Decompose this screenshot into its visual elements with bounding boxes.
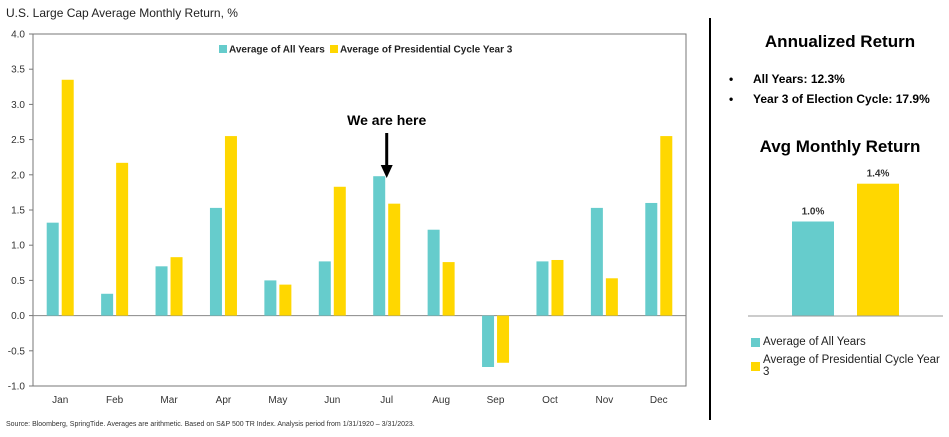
annualized-stats: All Years: 12.3% Year 3 of Election Cycl… [727,69,930,109]
bar-all-years-may [264,280,277,316]
annotation-arrow-shaft [385,133,389,166]
mini-legend-label-year3: Average of Presidential Cycle Year 3 [762,354,940,378]
y-tick-label: 2.5 [11,135,25,146]
source-note: Source: Bloomberg, SpringTide. Averages … [6,421,415,428]
annotation-we-are-here: We are here [347,112,426,128]
bar-cycle-year3-may [279,284,292,316]
bar-cycle-year3-sep [497,315,510,363]
mini-bar-label-cycle-year3: 1.4% [867,169,890,180]
panel-divider [709,18,711,420]
x-tick-label: Aug [432,395,450,406]
x-tick-label: Jan [52,395,68,406]
bar-all-years-mar [155,266,168,316]
bar-all-years-jul [373,176,386,316]
legend-label-all-years: Average of All Years [229,45,325,56]
bar-all-years-dec [645,202,658,316]
y-tick-label: 1.5 [11,206,25,217]
bar-all-years-jun [318,261,331,316]
y-tick-label: 0.5 [11,276,25,287]
x-tick-label: Sep [487,395,505,406]
legend-swatch-cycle-year3 [330,45,338,53]
y-tick-label: 4.0 [11,30,25,41]
legend-label-cycle-year3: Average of Presidential Cycle Year 3 [340,45,513,56]
y-tick-label: 1.0 [11,241,25,252]
y-tick-label: 3.5 [11,65,25,76]
stat-all-years: All Years: 12.3% [727,69,930,89]
x-tick-label: Jul [380,395,393,406]
bar-cycle-year3-oct [551,259,564,316]
mini-bar-all-years [792,221,834,316]
x-tick-label: Jun [324,395,340,406]
stat-year3: Year 3 of Election Cycle: 17.9% [727,89,930,109]
mini-legend-year3: Average of Presidential Cycle Year 3 [751,354,949,378]
mini-legend-label-all-years: Average of All Years [763,336,866,348]
bar-cycle-year3-feb [116,162,129,316]
bar-cycle-year3-aug [442,262,455,316]
bar-all-years-jan [46,222,59,316]
y-tick-label: -1.0 [8,382,26,393]
y-tick-label: 0.0 [11,311,25,322]
y-tick-label: 2.0 [11,170,25,181]
x-tick-label: Mar [160,395,178,406]
bar-all-years-aug [427,229,440,316]
x-tick-label: Apr [216,395,232,406]
bar-cycle-year3-dec [660,136,673,316]
bar-cycle-year3-jun [333,186,346,316]
bar-all-years-oct [536,261,549,316]
bar-cycle-year3-jul [388,203,401,316]
avg-monthly-return-title: Avg Monthly Return [759,137,921,156]
mini-bar-label-all-years: 1.0% [802,207,825,218]
mini-legend-swatch-year3 [751,361,760,371]
annualized-return-title: Annualized Return [764,32,916,51]
x-tick-label: May [268,395,287,406]
bar-cycle-year3-jan [61,79,74,316]
x-tick-label: Dec [650,395,668,406]
bar-cycle-year3-apr [224,136,237,316]
mini-legend-swatch-all-years [751,337,760,347]
bar-cycle-year3-mar [170,257,183,316]
bar-all-years-feb [101,293,114,316]
x-tick-label: Oct [542,395,558,406]
mini-bar-cycle-year3 [857,183,899,316]
bar-cycle-year3-nov [605,278,618,316]
x-tick-label: Feb [106,395,124,406]
bar-all-years-nov [590,207,603,316]
mini-legend-all-years: Average of All Years [751,336,866,348]
annotation-arrow-head [380,165,393,178]
legend-swatch-all-years [219,45,227,53]
y-tick-label: 3.0 [11,100,25,111]
y-tick-label: -0.5 [8,346,26,357]
plot-frame [32,33,687,387]
chart-title: U.S. Large Cap Average Monthly Return, % [6,6,238,20]
x-tick-label: Nov [595,395,613,406]
bar-all-years-apr [209,207,222,316]
bar-all-years-sep [482,315,495,367]
